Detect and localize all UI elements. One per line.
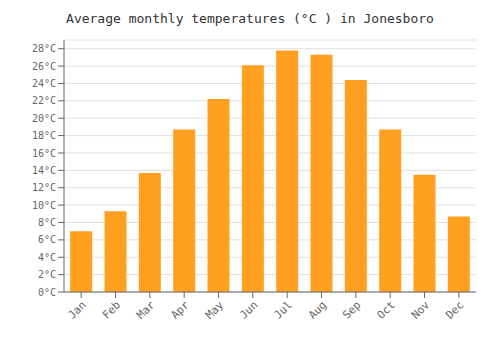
svg-text:May: May — [203, 298, 227, 322]
svg-text:26°C: 26°C — [32, 61, 56, 72]
svg-text:Jun: Jun — [237, 298, 260, 321]
svg-text:14°C: 14°C — [32, 165, 56, 176]
svg-text:12°C: 12°C — [32, 182, 56, 193]
svg-text:0°C: 0°C — [38, 287, 56, 298]
svg-text:6°C: 6°C — [38, 234, 56, 245]
svg-text:Jan: Jan — [66, 298, 89, 321]
svg-text:Feb: Feb — [100, 298, 123, 321]
svg-text:Apr: Apr — [169, 298, 193, 322]
svg-text:28°C: 28°C — [32, 43, 56, 54]
svg-text:Jul: Jul — [272, 298, 295, 321]
html-text:Average monthly temperatures (: Average monthly temperatures (°C ) in Jo… — [66, 11, 434, 26]
svg-text:20°C: 20°C — [32, 113, 56, 124]
svg-text:10°C: 10°C — [32, 200, 56, 211]
svg-text:2°C: 2°C — [38, 269, 56, 280]
svg-text:8°C: 8°C — [38, 217, 56, 228]
svg-text:18°C: 18°C — [32, 130, 56, 141]
svg-text:Aug: Aug — [306, 298, 329, 321]
svg-text:Nov: Nov — [409, 298, 433, 322]
svg-text:24°C: 24°C — [32, 78, 56, 89]
svg-text:22°C: 22°C — [32, 95, 56, 106]
svg-text:Dec: Dec — [443, 298, 466, 321]
svg-text:Mar: Mar — [134, 298, 158, 322]
svg-text:16°C: 16°C — [32, 148, 56, 159]
svg-text:Sep: Sep — [340, 298, 363, 321]
svg-text:4°C: 4°C — [38, 252, 56, 263]
svg-text:Oct: Oct — [375, 298, 398, 321]
